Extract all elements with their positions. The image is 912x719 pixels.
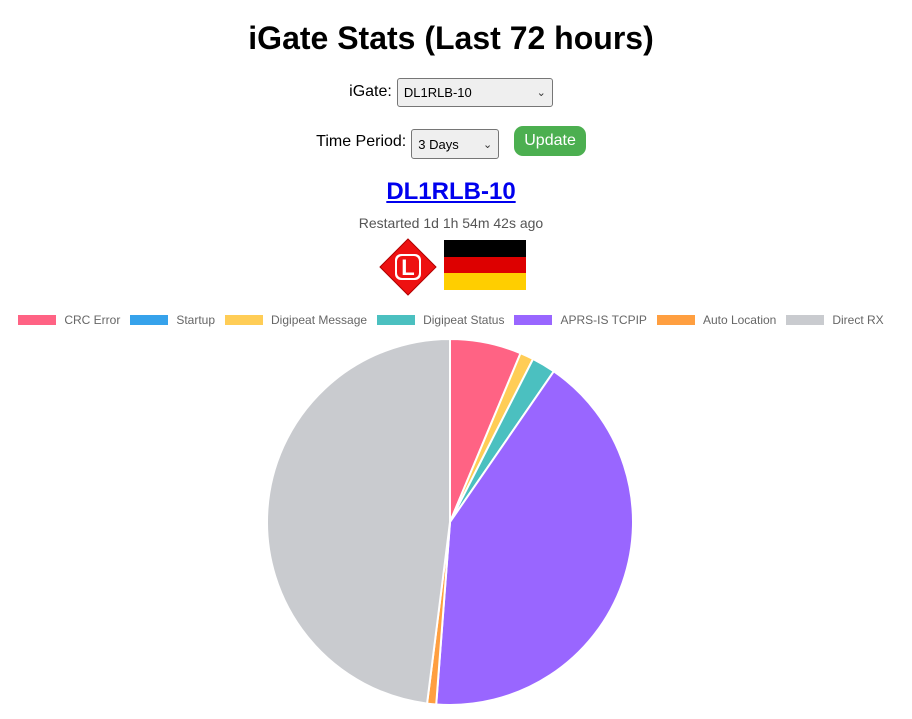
legend-item[interactable]: CRC Error	[18, 313, 120, 327]
legend-label: APRS-IS TCPIP	[560, 313, 647, 327]
legend-label: Direct RX	[832, 313, 884, 327]
legend-swatch	[130, 315, 169, 325]
time-period-select-value: 3 Days	[418, 136, 459, 152]
legend-item[interactable]: Digipeat Status	[377, 313, 504, 327]
legend-item[interactable]: APRS-IS TCPIP	[514, 313, 647, 327]
page-title: iGate Stats (Last 72 hours)	[248, 20, 654, 56]
igate-select-row: iGate: DL1RLB-10 ⌄	[0, 77, 902, 107]
aprs-symbol-letter: L	[401, 255, 414, 280]
period-select-row: Time Period: 3 Days ⌄ Update	[0, 125, 902, 159]
legend-swatch	[377, 315, 416, 325]
station-callsign-link[interactable]: DL1RLB-10	[386, 178, 516, 205]
aprs-symbol-L-icon: L	[379, 238, 437, 296]
legend-item[interactable]: Startup	[130, 313, 215, 327]
legend-swatch	[786, 315, 825, 325]
legend-swatch	[18, 315, 57, 325]
chevron-down-icon: ⌄	[483, 138, 493, 151]
igate-select-value: DL1RLB-10	[403, 84, 472, 100]
legend-label: CRC Error	[64, 313, 121, 327]
legend-swatch	[656, 315, 695, 325]
legend-item[interactable]: Auto Location	[656, 313, 777, 327]
pie-slice-direct-rx[interactable]	[266, 337, 451, 705]
legend-swatch	[514, 315, 553, 325]
igate-label: iGate:	[349, 83, 392, 100]
igate-select[interactable]: DL1RLB-10 ⌄	[396, 77, 553, 107]
legend-label: Startup	[176, 313, 216, 327]
legend-label: Digipeat Message	[271, 313, 368, 327]
update-button[interactable]: Update	[514, 126, 586, 156]
legend-label: Auto Location	[702, 313, 777, 327]
chart-legend: CRC Error Startup Digipeat Message Digipeat…	[0, 313, 902, 327]
legend-item[interactable]: Direct RX	[786, 313, 884, 327]
legend-swatch	[225, 315, 264, 325]
legend-item[interactable]: Digipeat Message	[225, 313, 367, 327]
restart-status-text: Restarted 1d 1h 54m 42s ago	[358, 215, 544, 231]
pie-slice-aprs-is-tcpip[interactable]	[435, 369, 634, 706]
legend-label: Digipeat Status	[423, 313, 505, 327]
time-period-label: Time Period:	[316, 133, 407, 150]
germany-flag-icon	[444, 240, 526, 290]
chevron-down-icon: ⌄	[536, 86, 546, 99]
time-period-select[interactable]: 3 Days ⌄	[411, 129, 500, 159]
